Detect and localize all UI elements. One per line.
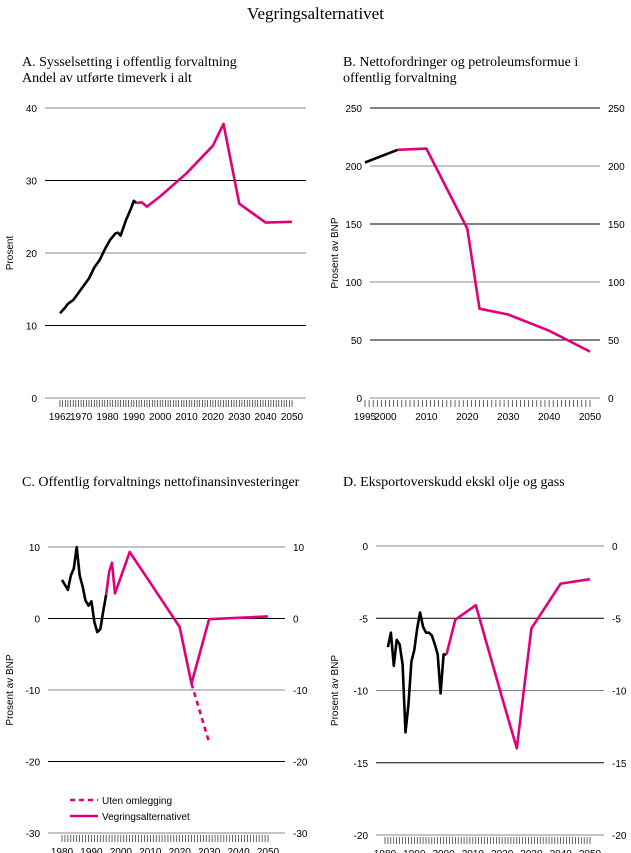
y-axis-label: Prosent: [5, 236, 16, 271]
x-tick-label: 2010: [139, 847, 162, 853]
y-tick-label-right: 10: [293, 543, 305, 554]
series-line-1: [136, 122, 293, 224]
x-tick-label: 2030: [520, 849, 543, 853]
y-tick-label: -20: [354, 831, 369, 842]
x-tick-label: 2040: [227, 847, 250, 853]
y-tick-label-right: -10: [612, 687, 627, 698]
y-tick-label: 200: [345, 162, 362, 173]
x-tick-label: 1980: [51, 847, 74, 853]
chart-panel-c: -30 -30 -20 -20 -10 -10 0 0 10 10 1980 1990 2000 2010…: [5, 543, 308, 853]
x-tick-label: 2010: [175, 412, 198, 423]
y-tick-label: -10: [354, 687, 369, 698]
y-tick-label-right: -10: [293, 686, 308, 697]
figure-title: Vegringsalternativet: [247, 4, 384, 23]
series-line-1: [445, 577, 591, 750]
y-tick-label-right: -20: [612, 831, 627, 842]
x-tick-label: 1980: [96, 412, 119, 423]
x-tick-label: 1990: [403, 849, 426, 853]
x-tick-label: 2050: [281, 412, 304, 423]
x-tick-label: 2000: [374, 412, 397, 423]
series-line-1: [397, 147, 591, 353]
x-tick-label: 2000: [149, 412, 172, 423]
y-tick-label: 0: [31, 394, 37, 405]
y-tick-label: -30: [26, 829, 41, 840]
series-line-0: [60, 545, 108, 634]
y-tick-label: 20: [26, 249, 38, 260]
y-axis-label: Prosent av BNP: [5, 654, 16, 725]
y-tick-label-right: -30: [293, 829, 308, 840]
y-tick-label: 250: [345, 104, 362, 115]
x-tick-label: 2050: [579, 849, 602, 853]
x-tick-label: 2020: [169, 847, 192, 853]
x-tick-label: 1990: [123, 412, 146, 423]
y-tick-label: 100: [345, 278, 362, 289]
x-tick-label: 2010: [462, 849, 485, 853]
y-tick-label-right: -5: [612, 614, 621, 625]
y-tick-label: -10: [26, 686, 41, 697]
x-tick-label: 2000: [432, 849, 455, 853]
x-tick-label: 2020: [491, 849, 514, 853]
y-tick-label-right: 200: [608, 162, 625, 173]
series-line-2: [190, 683, 211, 743]
x-tick-label: 2030: [228, 412, 251, 423]
x-tick-label: 2010: [415, 412, 438, 423]
chart-panel-d: -20 -20 -15 -15 -10 -10 -5 -5 0 0 1980 1990 2000 2010…: [330, 542, 627, 853]
legend-label: Vegringsalternativet: [102, 812, 190, 823]
x-tick-label: 1995: [354, 412, 377, 423]
y-axis-label: Prosent av BNP: [330, 655, 341, 726]
y-tick-label: 0: [34, 615, 40, 626]
x-tick-label: 2020: [456, 412, 479, 423]
y-tick-label: 150: [345, 220, 362, 231]
y-tick-label-right: 150: [608, 220, 625, 231]
x-tick-label: 1962: [49, 412, 72, 423]
y-tick-label-right: -15: [612, 759, 627, 770]
panel-b-title: B. Nettofordringer og petroleumsformue i…: [343, 55, 579, 86]
y-tick-label: 10: [29, 543, 41, 554]
y-tick-label: 0: [356, 394, 362, 405]
panel-d-title: D. Eksportoverskudd ekskl olje og gass: [343, 475, 565, 490]
x-tick-label: 2050: [579, 412, 602, 423]
x-tick-label: 2040: [550, 849, 573, 853]
y-tick-label: -15: [354, 759, 369, 770]
y-tick-label-right: 0: [293, 615, 299, 626]
y-tick-label: 50: [351, 336, 363, 347]
panel-c-title: C. Offentlig forvaltnings nettofinansinv…: [22, 475, 300, 490]
series-line-0: [386, 611, 447, 734]
x-tick-label: 1980: [374, 849, 397, 853]
y-tick-label: 10: [26, 322, 38, 333]
y-tick-label-right: 0: [608, 394, 614, 405]
y-tick-label-right: 50: [608, 336, 620, 347]
y-tick-label-right: 100: [608, 278, 625, 289]
y-tick-label: 0: [362, 542, 368, 553]
x-tick-label: 2040: [538, 412, 561, 423]
series-line-0: [364, 148, 399, 164]
x-tick-label: 1970: [70, 412, 93, 423]
y-tick-label: 40: [26, 104, 38, 115]
panel-a-title: A. Sysselsetting i offentlig forvaltning…: [22, 55, 237, 86]
x-tick-label: 2040: [255, 412, 278, 423]
x-tick-label: 2000: [110, 847, 133, 853]
y-axis-label: Prosent av BNP: [330, 217, 341, 288]
legend-label: Uten omlegging: [102, 796, 172, 807]
x-tick-label: 2020: [202, 412, 225, 423]
y-tick-label-right: 250: [608, 104, 625, 115]
series-line-0: [59, 199, 138, 315]
x-tick-label: 2050: [257, 847, 280, 853]
series-line-1: [104, 550, 269, 685]
y-tick-label-right: -20: [293, 758, 308, 769]
y-tick-label: 30: [26, 177, 38, 188]
y-tick-label: -5: [359, 614, 368, 625]
x-tick-label: 2030: [497, 412, 520, 423]
y-tick-label: -20: [26, 758, 41, 769]
x-tick-label: 2030: [198, 847, 221, 853]
y-tick-label-right: 0: [612, 542, 618, 553]
x-tick-label: 1990: [80, 847, 103, 853]
